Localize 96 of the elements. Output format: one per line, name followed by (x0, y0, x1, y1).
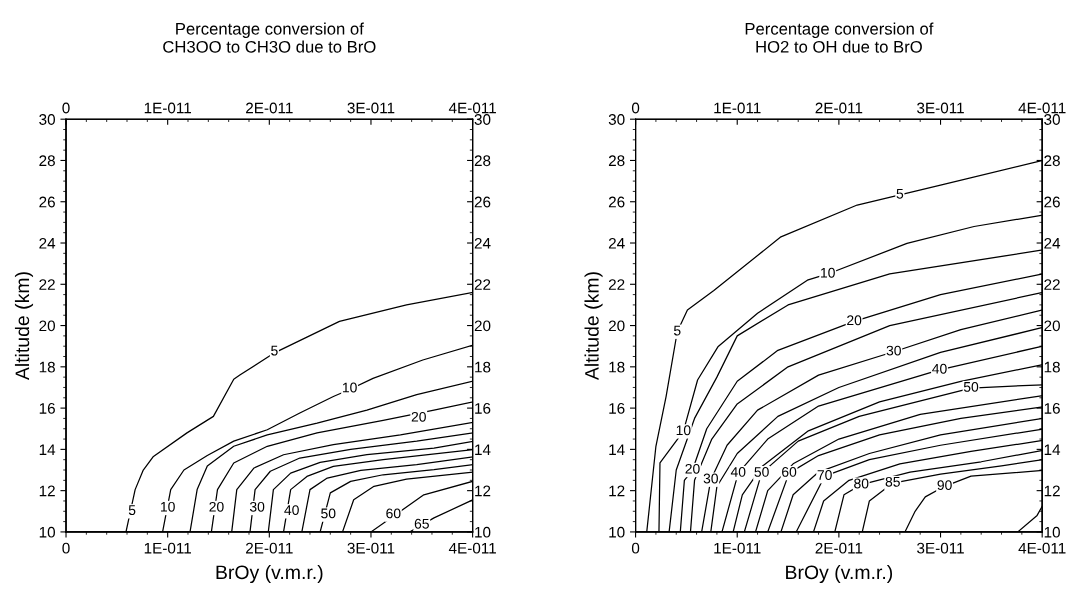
y2-tick-label: 18 (1044, 361, 1060, 373)
x2-tick-label: 1E-011 (144, 542, 191, 554)
annotation: 30 (249, 501, 265, 512)
x-tick-label: 4E-011 (1018, 102, 1066, 114)
annotation: 70 (817, 470, 832, 480)
y-tick-label: 16 (609, 402, 625, 414)
annotation: 30 (886, 345, 901, 356)
annotation: 40 (730, 467, 746, 477)
annotation: 65 (414, 518, 429, 529)
y-tick-label: 20 (608, 320, 625, 332)
y-tick-label: 12 (609, 485, 625, 497)
y-tick-label: 16 (39, 402, 55, 414)
y2-tick-label: 12 (475, 485, 491, 497)
y-axis-title: Altitude (km) (584, 272, 603, 381)
y2-tick-label: 28 (474, 155, 491, 167)
y-tick-label: 26 (39, 196, 55, 208)
y2-tick-label: 24 (1044, 237, 1061, 249)
annotation: 80 (854, 478, 869, 489)
annotation: 60 (386, 508, 401, 519)
y-tick-label: 30 (39, 114, 56, 125)
annotation: 50 (963, 381, 979, 392)
y-tick-label: 14 (39, 444, 56, 455)
annotation: 40 (932, 363, 947, 374)
y-tick-label: 30 (608, 114, 625, 125)
x2-tick-label: 2E-011 (815, 542, 863, 554)
annotation: 10 (342, 382, 357, 393)
x-tick-label: 1E-011 (144, 102, 191, 114)
annotation: 40 (284, 505, 299, 516)
y2-tick-label: 14 (1044, 444, 1061, 455)
x-tick-label: 2E-011 (815, 102, 863, 114)
y-tick-label: 22 (608, 279, 625, 290)
chart-title: Percentage conversion of HO2 to OH due to BrO (745, 22, 934, 53)
y-tick-label: 28 (39, 155, 55, 167)
annotation: 20 (209, 501, 224, 512)
x-tick-label: 0 (62, 102, 70, 114)
y-tick-label: 28 (608, 155, 625, 167)
annotation: 90 (937, 480, 952, 491)
annotation: 60 (782, 467, 797, 477)
y2-tick-label: 24 (474, 237, 491, 249)
y-tick-label: 18 (39, 361, 55, 373)
x-tick-label: 2E-011 (246, 102, 293, 114)
y2-tick-label: 16 (1044, 402, 1060, 414)
annotation: 10 (161, 501, 175, 512)
x-tick-label: 1E-011 (714, 102, 761, 114)
y2-tick-label: 16 (475, 402, 491, 414)
y2-tick-label: 20 (1044, 320, 1060, 332)
y2-tick-label: 10 (475, 526, 491, 538)
x-tick-label: 3E-011 (347, 102, 395, 114)
y2-tick-label: 30 (1044, 114, 1060, 125)
y2-tick-label: 30 (474, 114, 491, 125)
annotation: 5 (128, 505, 136, 516)
y2-tick-label: 10 (1044, 526, 1060, 538)
y-axis-title: Altitude (km) (14, 272, 34, 381)
annotation: 20 (411, 411, 426, 422)
x-tick-label: 4E-011 (448, 102, 496, 114)
x2-tick-label: 4E-011 (1018, 542, 1066, 554)
y2-tick-label: 12 (1044, 485, 1060, 497)
annotation: 5 (896, 188, 904, 199)
y-tick-label: 20 (39, 320, 56, 332)
y2-tick-label: 18 (475, 361, 491, 373)
y2-tick-label: 28 (1044, 155, 1060, 167)
annotation: 20 (847, 315, 862, 326)
chart-title: Percentage conversion of CH3OO to CH3O due to BrO (163, 22, 376, 53)
y2-tick-label: 26 (474, 196, 491, 208)
x2-tick-label: 4E-011 (448, 542, 496, 554)
x2-tick-label: 0 (631, 542, 640, 554)
y2-tick-label: 22 (474, 279, 491, 290)
y-tick-label: 10 (39, 526, 56, 538)
annotation: 85 (885, 476, 900, 487)
y2-tick-label: 26 (1044, 196, 1060, 208)
y-tick-label: 10 (609, 526, 625, 538)
annotation: 10 (821, 267, 835, 278)
annotation: 50 (321, 508, 336, 519)
y-tick-label: 12 (39, 485, 55, 497)
annotation: 20 (685, 463, 700, 474)
y-tick-label: 22 (39, 279, 55, 290)
annotation: 50 (754, 467, 769, 477)
y-tick-label: 14 (609, 444, 625, 455)
x-tick-label: 0 (631, 102, 640, 114)
x-axis-title: BrOy (v.m.r.) (786, 564, 893, 584)
y2-tick-label: 22 (1044, 279, 1060, 290)
x2-tick-label: 1E-011 (714, 542, 761, 554)
x2-tick-label: 0 (62, 542, 70, 554)
y2-tick-label: 14 (475, 444, 491, 455)
y-tick-label: 26 (608, 196, 625, 208)
y-tick-label: 18 (609, 361, 625, 373)
x-axis-title: BrOy (v.m.r.) (216, 564, 323, 584)
x-tick-label: 3E-011 (917, 102, 964, 114)
x2-tick-label: 3E-011 (917, 542, 964, 554)
y2-tick-label: 20 (474, 320, 491, 332)
annotation: 30 (703, 473, 718, 484)
x2-tick-label: 3E-011 (347, 542, 395, 554)
annotation: 10 (676, 425, 691, 436)
x2-tick-label: 2E-011 (246, 542, 293, 554)
y-tick-label: 24 (39, 237, 56, 249)
y-tick-label: 24 (608, 237, 625, 249)
